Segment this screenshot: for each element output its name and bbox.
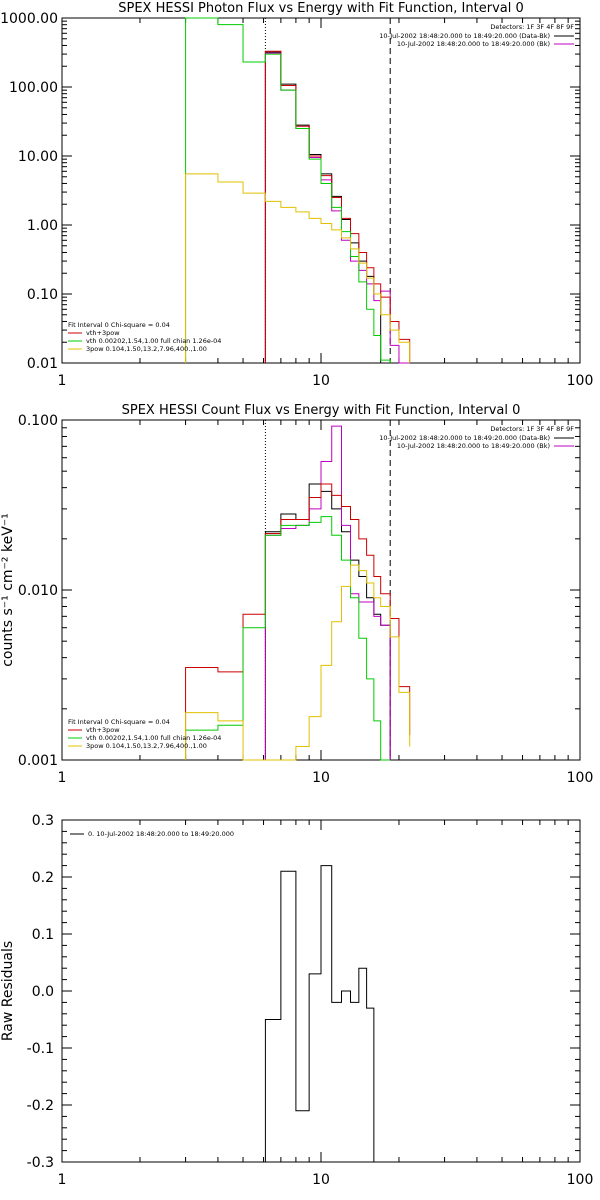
x-tick-label: 100	[567, 1172, 594, 1188]
y-tick-label: 0.001	[18, 753, 58, 769]
y-tick-label: -0.2	[27, 1098, 54, 1114]
legend-entry-label: vth 0.00202,1.54,1.00 full chian 1.26e-0…	[86, 734, 221, 742]
y-tick-label: 1.00	[27, 218, 58, 234]
x-tick-label: 10	[312, 373, 330, 389]
legend-entry-label: vth 0.00202,1.54,1.00 full chian 1.26e-0…	[86, 337, 221, 345]
series-step-line	[264, 52, 410, 364]
series-step-line	[264, 51, 382, 363]
y-tick-label: 0.010	[18, 583, 58, 599]
y-tick-label: 10.00	[18, 149, 58, 165]
y-tick-label: 0.3	[32, 813, 54, 829]
series-step-line	[264, 425, 391, 760]
x-tick-label: 1	[58, 373, 67, 389]
series-step-line	[185, 564, 411, 761]
x-tick-label: 100	[567, 373, 594, 389]
chart-title: SPEX HESSI Photon Flux vs Energy with Fi…	[118, 1, 524, 16]
x-tick-label: 1	[58, 770, 67, 786]
chart-title: SPEX HESSI Count Flux vs Energy with Fit…	[122, 403, 521, 418]
legend-entry-label: 10-Jul-2002 18:48:20.000 to 18:49:20.000…	[397, 40, 550, 48]
plot-frame	[61, 17, 581, 364]
y-tick-label: 0.2	[32, 870, 54, 886]
legend-entry-label: 0. 10-Jul-2002 18:48:20.000 to 18:49:20.…	[88, 830, 234, 838]
series-step-line	[264, 865, 375, 1162]
y-tick-label: 0.0	[32, 984, 54, 1000]
legend-detectors: Detectors: 1F 3F 4F 8F 9F	[490, 425, 574, 433]
y-tick-label: -0.1	[27, 1041, 54, 1057]
legend-entry-label: 10-Jul-2002 18:48:20.000 to 18:49:20.000…	[379, 32, 550, 40]
x-tick-label: 10	[312, 770, 330, 786]
y-tick-label: 0.10	[27, 287, 58, 303]
y-axis-label: Raw Residuals	[0, 941, 16, 1041]
y-tick-label: 0.1	[32, 927, 54, 943]
legend-entry-label: 10-Jul-2002 18:48:20.000 to 18:49:20.000…	[379, 434, 550, 442]
series-step-line	[185, 483, 411, 760]
x-tick-label: 1	[58, 1172, 67, 1188]
legend-fit-header: Fit Interval 0 Chi-square = 0.04	[68, 321, 170, 329]
y-axis-label: counts s⁻¹ cm⁻² keV⁻¹	[0, 513, 16, 667]
y-tick-label: 0.100	[18, 413, 58, 429]
y-tick-label: 0.01	[27, 356, 58, 372]
series-step-line	[185, 17, 391, 363]
series-step-line	[185, 516, 391, 761]
y-tick-label: 100.00	[9, 80, 58, 96]
legend-entry-label: 3pow 0.104,1.50,13.2,7.96,400.,1.00	[86, 742, 207, 750]
legend-detectors: Detectors: 1F 3F 4F 8F 9F	[490, 23, 574, 31]
x-tick-label: 100	[567, 770, 594, 786]
y-tick-label: 1000.00	[0, 11, 58, 27]
legend-entry-label: 3pow 0.104,1.50,13.2,7.96,400.,1.00	[86, 345, 207, 353]
y-tick-label: -0.3	[27, 1155, 54, 1171]
legend-entry-label: vth+3pow	[86, 726, 120, 734]
series-step-line	[185, 173, 411, 363]
x-tick-label: 10	[312, 1172, 330, 1188]
legend-entry-label: vth+3pow	[86, 329, 120, 337]
legend-fit-header: Fit Interval 0 Chi-square = 0.04	[68, 718, 170, 726]
legend-entry-label: 10-Jul-2002 18:48:20.000 to 18:49:20.000…	[397, 442, 550, 450]
